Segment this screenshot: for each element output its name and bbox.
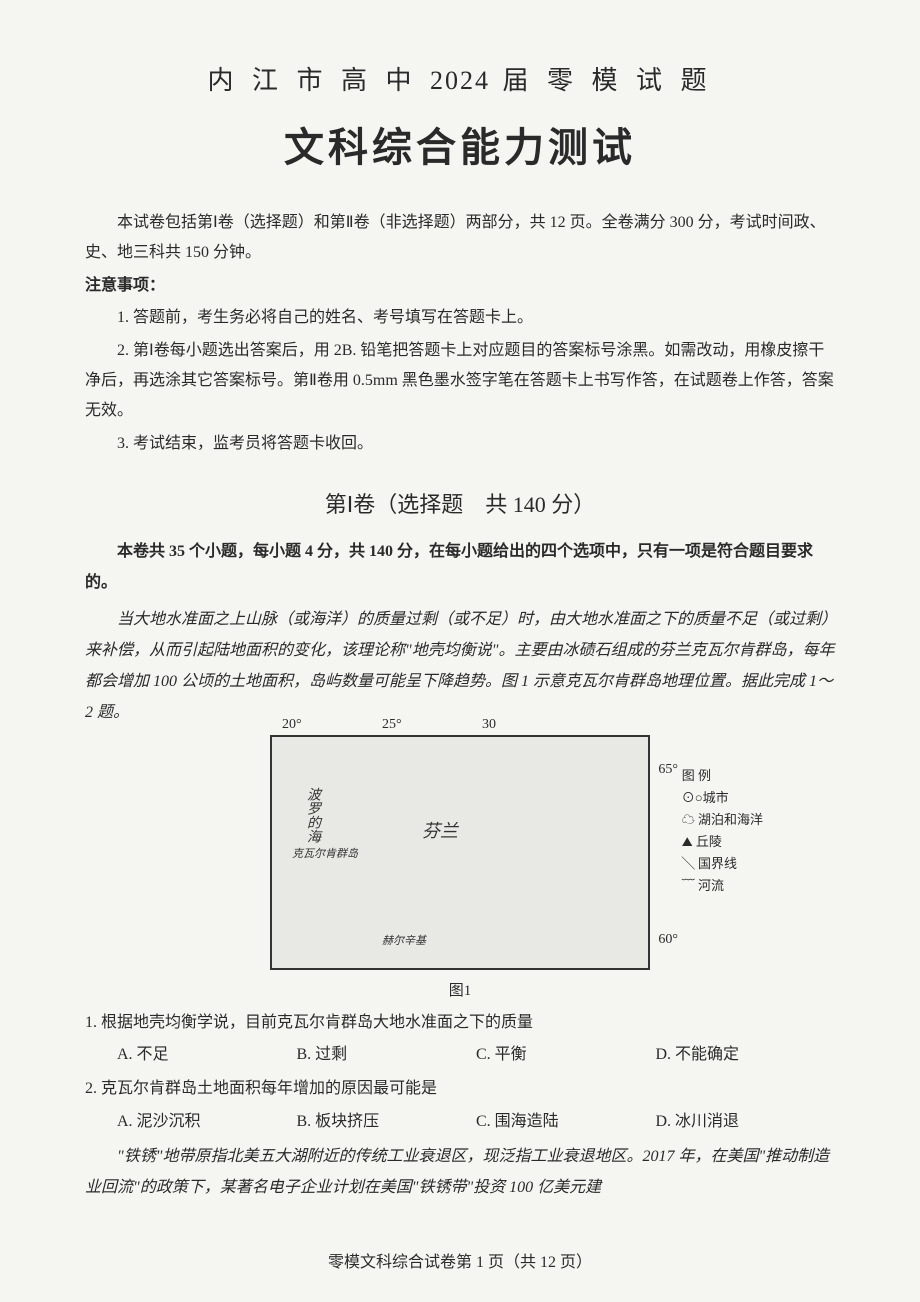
main-title: 文科综合能力测试 (85, 115, 835, 173)
map-label-island: 克瓦尔肯群岛 (292, 845, 358, 861)
section-instruction: 本卷共 35 个小题，每小题 4 分，共 140 分，在每小题给出的四个选项中，… (85, 537, 835, 598)
notice-item-2: 2. 第Ⅰ卷每小题选出答案后，用 2B. 铅笔把答题卡上对应题目的答案标号涂黑。… (85, 336, 835, 427)
exam-year: 2024 (430, 66, 490, 95)
question-2-options: A. 泥沙沉积 B. 板块挤压 C. 围海造陆 D. 冰川消退 (85, 1107, 835, 1137)
map-legend: 图 例 ⊙○城市 ☁ 湖泊和海洋 ⛰ 丘陵 ╲ 国界线 ﹋ 河流 (682, 765, 763, 898)
notice-item-3: 3. 考试结束，监考员将答题卡收回。 (85, 429, 835, 459)
map-label-baltic: 波罗的海 (302, 787, 322, 843)
option-1d: D. 不能确定 (656, 1040, 836, 1070)
notice-item-1: 1. 答题前，考生务必将自己的姓名、考号填写在答题卡上。 (85, 303, 835, 333)
notice-title: 注意事项： (85, 271, 835, 301)
section-title: 第Ⅰ卷（选择题 共 140 分） (85, 487, 835, 519)
longitude-label: 25° (382, 717, 402, 733)
post-title: 届 零 模 试 题 (503, 66, 713, 95)
legend-item: ﹋ 河流 (682, 875, 763, 897)
question-1-options: A. 不足 B. 过剩 C. 平衡 D. 不能确定 (85, 1040, 835, 1070)
legend-item: ⊙○城市 (682, 787, 763, 809)
option-1b: B. 过剩 (297, 1040, 477, 1070)
option-2a: A. 泥沙沉积 (117, 1107, 297, 1137)
option-1c: C. 平衡 (476, 1040, 656, 1070)
option-1a: A. 不足 (117, 1040, 297, 1070)
question-2-stem: 2. 克瓦尔肯群岛土地面积每年增加的原因最可能是 (85, 1074, 835, 1104)
longitude-label: 20° (282, 717, 302, 733)
map-label-finland: 芬兰 (422, 817, 458, 843)
exam-header: 内 江 市 高 中 2024 届 零 模 试 题 (85, 60, 835, 97)
legend-item: ⛰ 丘陵 (682, 831, 763, 853)
passage-2: "铁锈"地带原指北美五大湖附近的传统工业衰退区，现泛指工业衰退地区。2017 年… (85, 1141, 835, 1203)
legend-item: ☁ 湖泊和海洋 (682, 809, 763, 831)
intro-paragraph: 本试卷包括第Ⅰ卷（选择题）和第Ⅱ卷（非选择题）两部分，共 12 页。全卷满分 3… (85, 208, 835, 269)
option-2c: C. 围海造陆 (476, 1107, 656, 1137)
page-footer: 零模文科综合试卷第 1 页（共 12 页） (0, 1248, 920, 1272)
figure-1-map: 20° 25° 30 65° 60° 波罗的海 芬兰 克瓦尔肯群岛 赫尔辛基 图… (270, 735, 650, 970)
latitude-label: 60° (658, 932, 678, 948)
legend-title: 图 例 (682, 765, 763, 787)
option-2b: B. 板块挤压 (297, 1107, 477, 1137)
longitude-label: 30 (482, 717, 496, 733)
legend-item: ╲ 国界线 (682, 853, 763, 875)
figure-1-container: 20° 25° 30 65° 60° 波罗的海 芬兰 克瓦尔肯群岛 赫尔辛基 图… (85, 735, 835, 1000)
figure-1-caption: 图1 (85, 979, 835, 1000)
passage-1: 当大地水准面之上山脉（或海洋）的质量过剩（或不足）时，由大地水准面之下的质量不足… (85, 604, 835, 729)
map-label-helsinki: 赫尔辛基 (382, 932, 426, 948)
question-1-stem: 1. 根据地壳均衡学说，目前克瓦尔肯群岛大地水准面之下的质量 (85, 1008, 835, 1038)
pre-title: 内 江 市 高 中 (207, 66, 417, 95)
latitude-label: 65° (658, 762, 678, 778)
option-2d: D. 冰川消退 (656, 1107, 836, 1137)
